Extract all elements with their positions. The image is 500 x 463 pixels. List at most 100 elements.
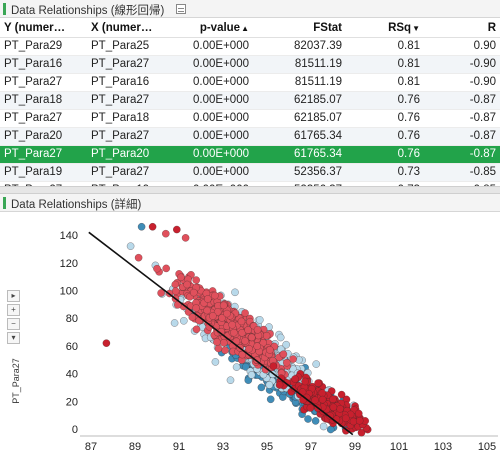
scatter-point[interactable] bbox=[179, 316, 188, 325]
scatter-point[interactable] bbox=[170, 319, 179, 327]
scatter-point[interactable] bbox=[247, 371, 256, 379]
scatter-point[interactable] bbox=[354, 409, 363, 418]
scatter-point[interactable] bbox=[137, 222, 146, 231]
scatter-point[interactable] bbox=[134, 253, 143, 262]
scatter-point[interactable] bbox=[153, 264, 161, 273]
scatter-point[interactable] bbox=[301, 377, 309, 386]
scatter-point[interactable] bbox=[282, 358, 291, 367]
scatter-point[interactable] bbox=[318, 389, 327, 397]
table-row[interactable]: PT_Para18 PT_Para27 0.00E+000 62185.07 0.76-… bbox=[0, 91, 500, 110]
scatter-plot[interactable]: 87 89 91 93 95 97 99 101 103 105 0 20 40 60 80 100 120 14… bbox=[0, 194, 500, 463]
scatter-point[interactable] bbox=[342, 426, 350, 435]
scatter-point[interactable] bbox=[214, 344, 223, 353]
scatter-point[interactable] bbox=[188, 313, 197, 322]
panel-divider[interactable] bbox=[0, 186, 500, 194]
scatter-point[interactable] bbox=[304, 415, 312, 423]
table-row[interactable]: PT_Para27 PT_Para20 0.00E+000 61765.34 0.76-… bbox=[0, 145, 500, 164]
column-header-5[interactable]: R bbox=[424, 19, 500, 38]
scatter-point[interactable] bbox=[171, 287, 180, 295]
scatter-point[interactable] bbox=[291, 375, 299, 383]
column-header-1[interactable]: X (numer… bbox=[87, 19, 177, 38]
scatter-point[interactable] bbox=[266, 395, 275, 404]
scatter-point[interactable] bbox=[262, 331, 271, 340]
scatter-point[interactable] bbox=[102, 339, 111, 348]
scatter-point[interactable] bbox=[253, 325, 262, 334]
scatter-point[interactable] bbox=[279, 350, 288, 359]
scatter-point[interactable] bbox=[232, 363, 241, 371]
scatter-point[interactable] bbox=[211, 358, 220, 366]
scatter-point[interactable] bbox=[357, 428, 366, 437]
scatter-point[interactable] bbox=[192, 304, 200, 312]
scatter-point[interactable] bbox=[319, 422, 328, 431]
scatter-point[interactable] bbox=[223, 309, 231, 318]
table-row[interactable]: PT_Para27 PT_Para18 0.00E+000 62185.07 0.76-… bbox=[0, 109, 500, 128]
scatter-point[interactable] bbox=[157, 289, 165, 297]
column-header-4[interactable]: RSq▼ bbox=[346, 19, 424, 38]
column-header-2[interactable]: p-value▲ bbox=[177, 19, 253, 38]
scatter-point[interactable] bbox=[337, 390, 346, 399]
scatter-point[interactable] bbox=[312, 360, 321, 368]
scatter-point[interactable] bbox=[241, 309, 249, 317]
scatter-point[interactable] bbox=[311, 417, 320, 425]
scatter-point[interactable] bbox=[183, 280, 191, 289]
scatter-point[interactable] bbox=[255, 316, 264, 324]
scatter-point[interactable] bbox=[289, 355, 297, 363]
scatter-point[interactable] bbox=[161, 229, 170, 238]
table-list-icon[interactable] bbox=[176, 4, 186, 14]
zoom-in-button[interactable]: + bbox=[7, 304, 20, 316]
scatter-point[interactable] bbox=[211, 291, 219, 300]
scatter-point[interactable] bbox=[162, 264, 171, 273]
scatter-point[interactable] bbox=[126, 242, 135, 251]
scatter-point[interactable] bbox=[276, 333, 285, 342]
scatter-point[interactable] bbox=[282, 340, 291, 349]
scatter-point[interactable] bbox=[336, 404, 344, 413]
scatter-point[interactable] bbox=[171, 280, 180, 289]
table-row[interactable]: PT_Para20 PT_Para27 0.00E+000 61765.34 0.76-… bbox=[0, 127, 500, 146]
scatter-point[interactable] bbox=[318, 395, 327, 404]
scatter-point[interactable] bbox=[245, 344, 253, 353]
scatter-point[interactable] bbox=[172, 225, 181, 234]
scatter-point[interactable] bbox=[306, 404, 315, 412]
table-row[interactable]: PT_Para27PT_Para190.00E+00052356.370.73-… bbox=[0, 181, 500, 186]
scatter-point[interactable] bbox=[228, 320, 237, 329]
column-header-0[interactable]: Y (numer… bbox=[0, 19, 87, 38]
table-row[interactable]: PT_Para19 PT_Para27 0.00E+000 52356.37 0.73-… bbox=[0, 163, 500, 182]
column-header-3[interactable]: FStat bbox=[253, 19, 346, 38]
scatter-point[interactable] bbox=[221, 346, 229, 355]
scatter-point[interactable] bbox=[355, 416, 364, 425]
scatter-point[interactable] bbox=[213, 338, 221, 346]
scatter-point[interactable] bbox=[231, 288, 239, 297]
scatter-point[interactable] bbox=[177, 273, 185, 282]
scatter-point[interactable] bbox=[311, 396, 319, 405]
scatter-point[interactable] bbox=[265, 381, 274, 389]
table-row[interactable]: PT_Para16 PT_Para27 0.00E+000 81511.19 0.81-… bbox=[0, 55, 500, 74]
zoom-out-button[interactable]: − bbox=[7, 318, 20, 330]
scatter-point[interactable] bbox=[213, 308, 222, 316]
scatter-point[interactable] bbox=[329, 403, 338, 412]
scatter-point[interactable] bbox=[219, 301, 228, 310]
scatter-point[interactable] bbox=[218, 314, 226, 322]
scatter-point[interactable] bbox=[189, 288, 198, 297]
scatter-point[interactable] bbox=[238, 350, 247, 359]
scatter-point[interactable] bbox=[192, 325, 201, 334]
scatter-point[interactable] bbox=[230, 328, 238, 337]
scatter-point[interactable] bbox=[208, 312, 217, 320]
scatter-point[interactable] bbox=[266, 346, 274, 354]
scatter-point[interactable] bbox=[275, 381, 284, 389]
scatter-point[interactable] bbox=[192, 276, 201, 284]
scatter-point[interactable] bbox=[269, 362, 278, 371]
scatter-point[interactable] bbox=[244, 326, 252, 334]
scatter-point[interactable] bbox=[341, 414, 350, 423]
expand-arrow-button[interactable]: ▸ bbox=[7, 290, 20, 302]
scatter-point[interactable] bbox=[314, 379, 322, 387]
scatter-point[interactable] bbox=[237, 317, 246, 326]
scatter-point[interactable] bbox=[203, 306, 211, 315]
scatter-point[interactable] bbox=[219, 338, 228, 347]
table-row[interactable]: PT_Para27 PT_Para16 0.00E+000 81511.19 0.81-… bbox=[0, 73, 500, 92]
scatter-point[interactable] bbox=[247, 333, 256, 342]
table-row[interactable]: PT_Para29 PT_Para25 0.00E+000 82037.39 0.81 0… bbox=[0, 37, 500, 56]
scatter-point[interactable] bbox=[241, 337, 249, 345]
scatter-point[interactable] bbox=[257, 383, 266, 392]
scatter-point[interactable] bbox=[181, 234, 190, 242]
axis-menu-button[interactable]: ▾ bbox=[7, 332, 20, 344]
